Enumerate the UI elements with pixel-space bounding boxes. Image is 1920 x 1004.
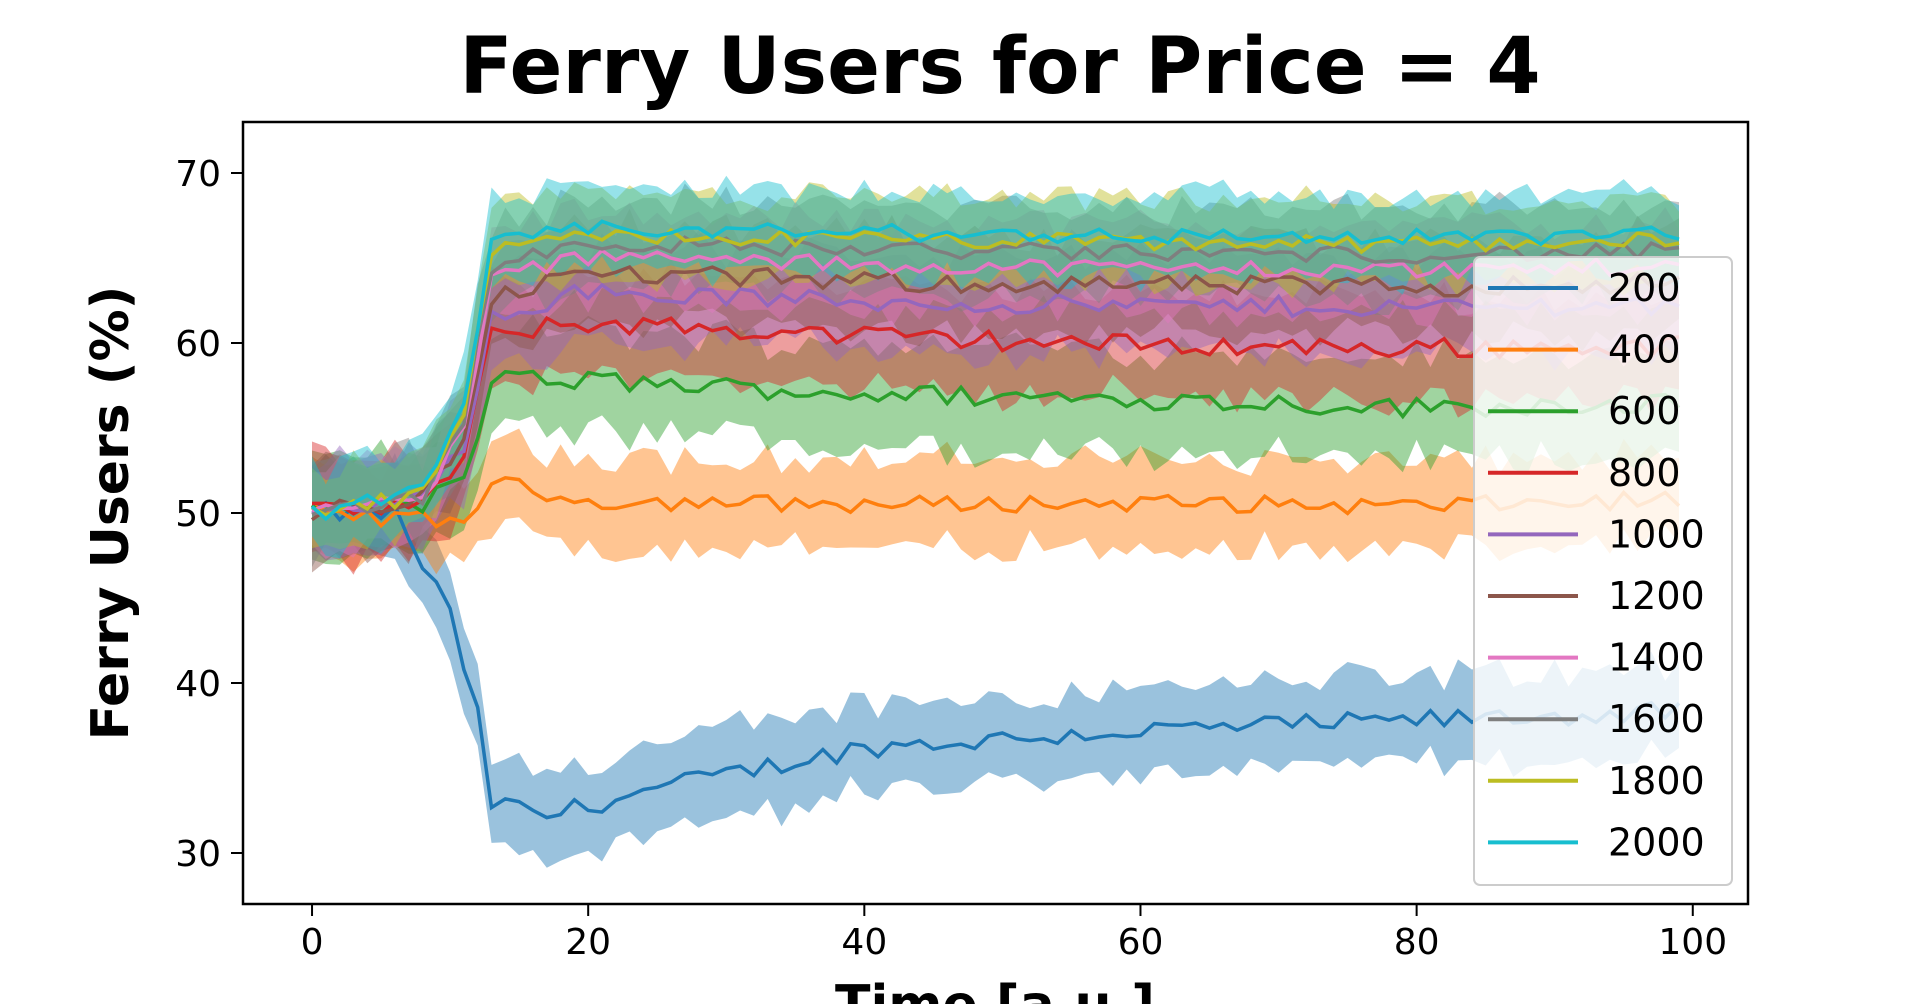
y-tick-label: 40: [175, 664, 221, 705]
x-tick-label: 60: [1118, 922, 1164, 963]
band-2000: [312, 175, 1679, 559]
legend-label-1000: 1000: [1608, 512, 1705, 556]
band-200: [312, 453, 1679, 868]
series-line-600: [310, 369, 1681, 519]
band-400: [312, 428, 1679, 575]
x-tick-label: 0: [301, 922, 324, 963]
band-600: [312, 314, 1679, 565]
x-tick-label: 80: [1394, 922, 1440, 963]
legend-label-2000: 2000: [1608, 820, 1705, 864]
legend-label-1600: 1600: [1608, 697, 1705, 741]
series-line-1400: [311, 248, 1680, 513]
legend-label-1200: 1200: [1608, 574, 1705, 618]
y-tick-label: 70: [175, 154, 221, 195]
chart-title: Ferry Users for Price = 4: [459, 22, 1540, 112]
series-line-400: [311, 476, 1681, 529]
legend-label-400: 400: [1608, 328, 1681, 372]
series-line-1200: [310, 264, 1680, 522]
x-axis-ticks: 0 20 40 60 80 100: [301, 904, 1727, 963]
series-line-1800: [311, 227, 1680, 518]
x-tick-label: 40: [841, 922, 887, 963]
series-line-1000: [311, 282, 1680, 519]
series-lines: [310, 219, 1681, 820]
y-tick-label: 30: [175, 834, 221, 875]
x-tick-label: 100: [1658, 922, 1727, 963]
band-1400: [312, 198, 1679, 559]
series-line-1600: [311, 235, 1680, 517]
series-line-800: [312, 315, 1680, 516]
y-tick-label: 60: [175, 324, 221, 365]
series-line-2000: [310, 219, 1680, 522]
legend-label-800: 800: [1608, 451, 1681, 495]
legend-label-600: 600: [1608, 389, 1681, 433]
y-axis-ticks: 30 40 50 60 70: [175, 154, 243, 875]
x-tick-label: 20: [565, 922, 611, 963]
legend-label-1400: 1400: [1608, 636, 1705, 680]
legend-label-200: 200: [1608, 266, 1681, 310]
band-1000: [312, 230, 1679, 561]
legend: 200 400 600 800 1000 1200 1400 1600 1800 2000: [1473, 256, 1733, 886]
y-axis-label: Ferry Users (%): [81, 286, 141, 741]
legend-label-1800: 1800: [1608, 759, 1705, 803]
band-800: [312, 259, 1679, 575]
y-tick-label: 50: [175, 494, 221, 535]
series-line-200: [311, 500, 1681, 820]
band-1800: [312, 182, 1679, 550]
legend-box: [1473, 256, 1733, 886]
x-axis-label: Time [a.u.]: [835, 975, 1155, 1004]
